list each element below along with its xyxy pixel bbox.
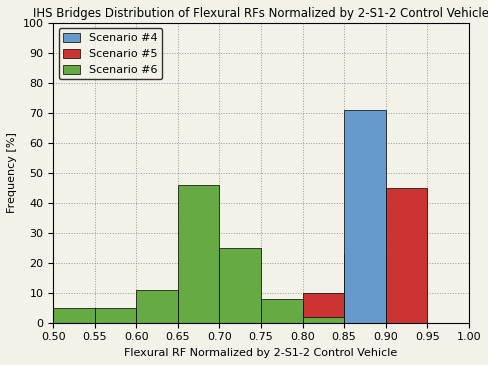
Bar	[344, 254, 386, 323]
Legend: Scenario #4, Scenario #5, Scenario #6: Scenario #4, Scenario #5, Scenario #6	[59, 28, 162, 80]
Bar	[261, 299, 303, 323]
Bar	[178, 185, 220, 323]
X-axis label: Flexural RF Normalized by 2-S1-2 Control Vehicle: Flexural RF Normalized by 2-S1-2 Control…	[124, 348, 398, 358]
Bar	[303, 317, 344, 323]
Bar	[261, 308, 303, 323]
Bar	[53, 308, 95, 323]
Bar	[303, 293, 344, 323]
Y-axis label: Frequency [%]: Frequency [%]	[7, 132, 17, 213]
Bar	[220, 248, 261, 323]
Bar	[136, 290, 178, 323]
Bar	[386, 188, 427, 323]
Title: IHS Bridges Distribution of Flexural RFs Normalized by 2-S1-2 Control Vehicle: IHS Bridges Distribution of Flexural RFs…	[33, 7, 488, 20]
Bar	[344, 317, 386, 323]
Bar	[344, 110, 386, 323]
Bar	[95, 308, 136, 323]
